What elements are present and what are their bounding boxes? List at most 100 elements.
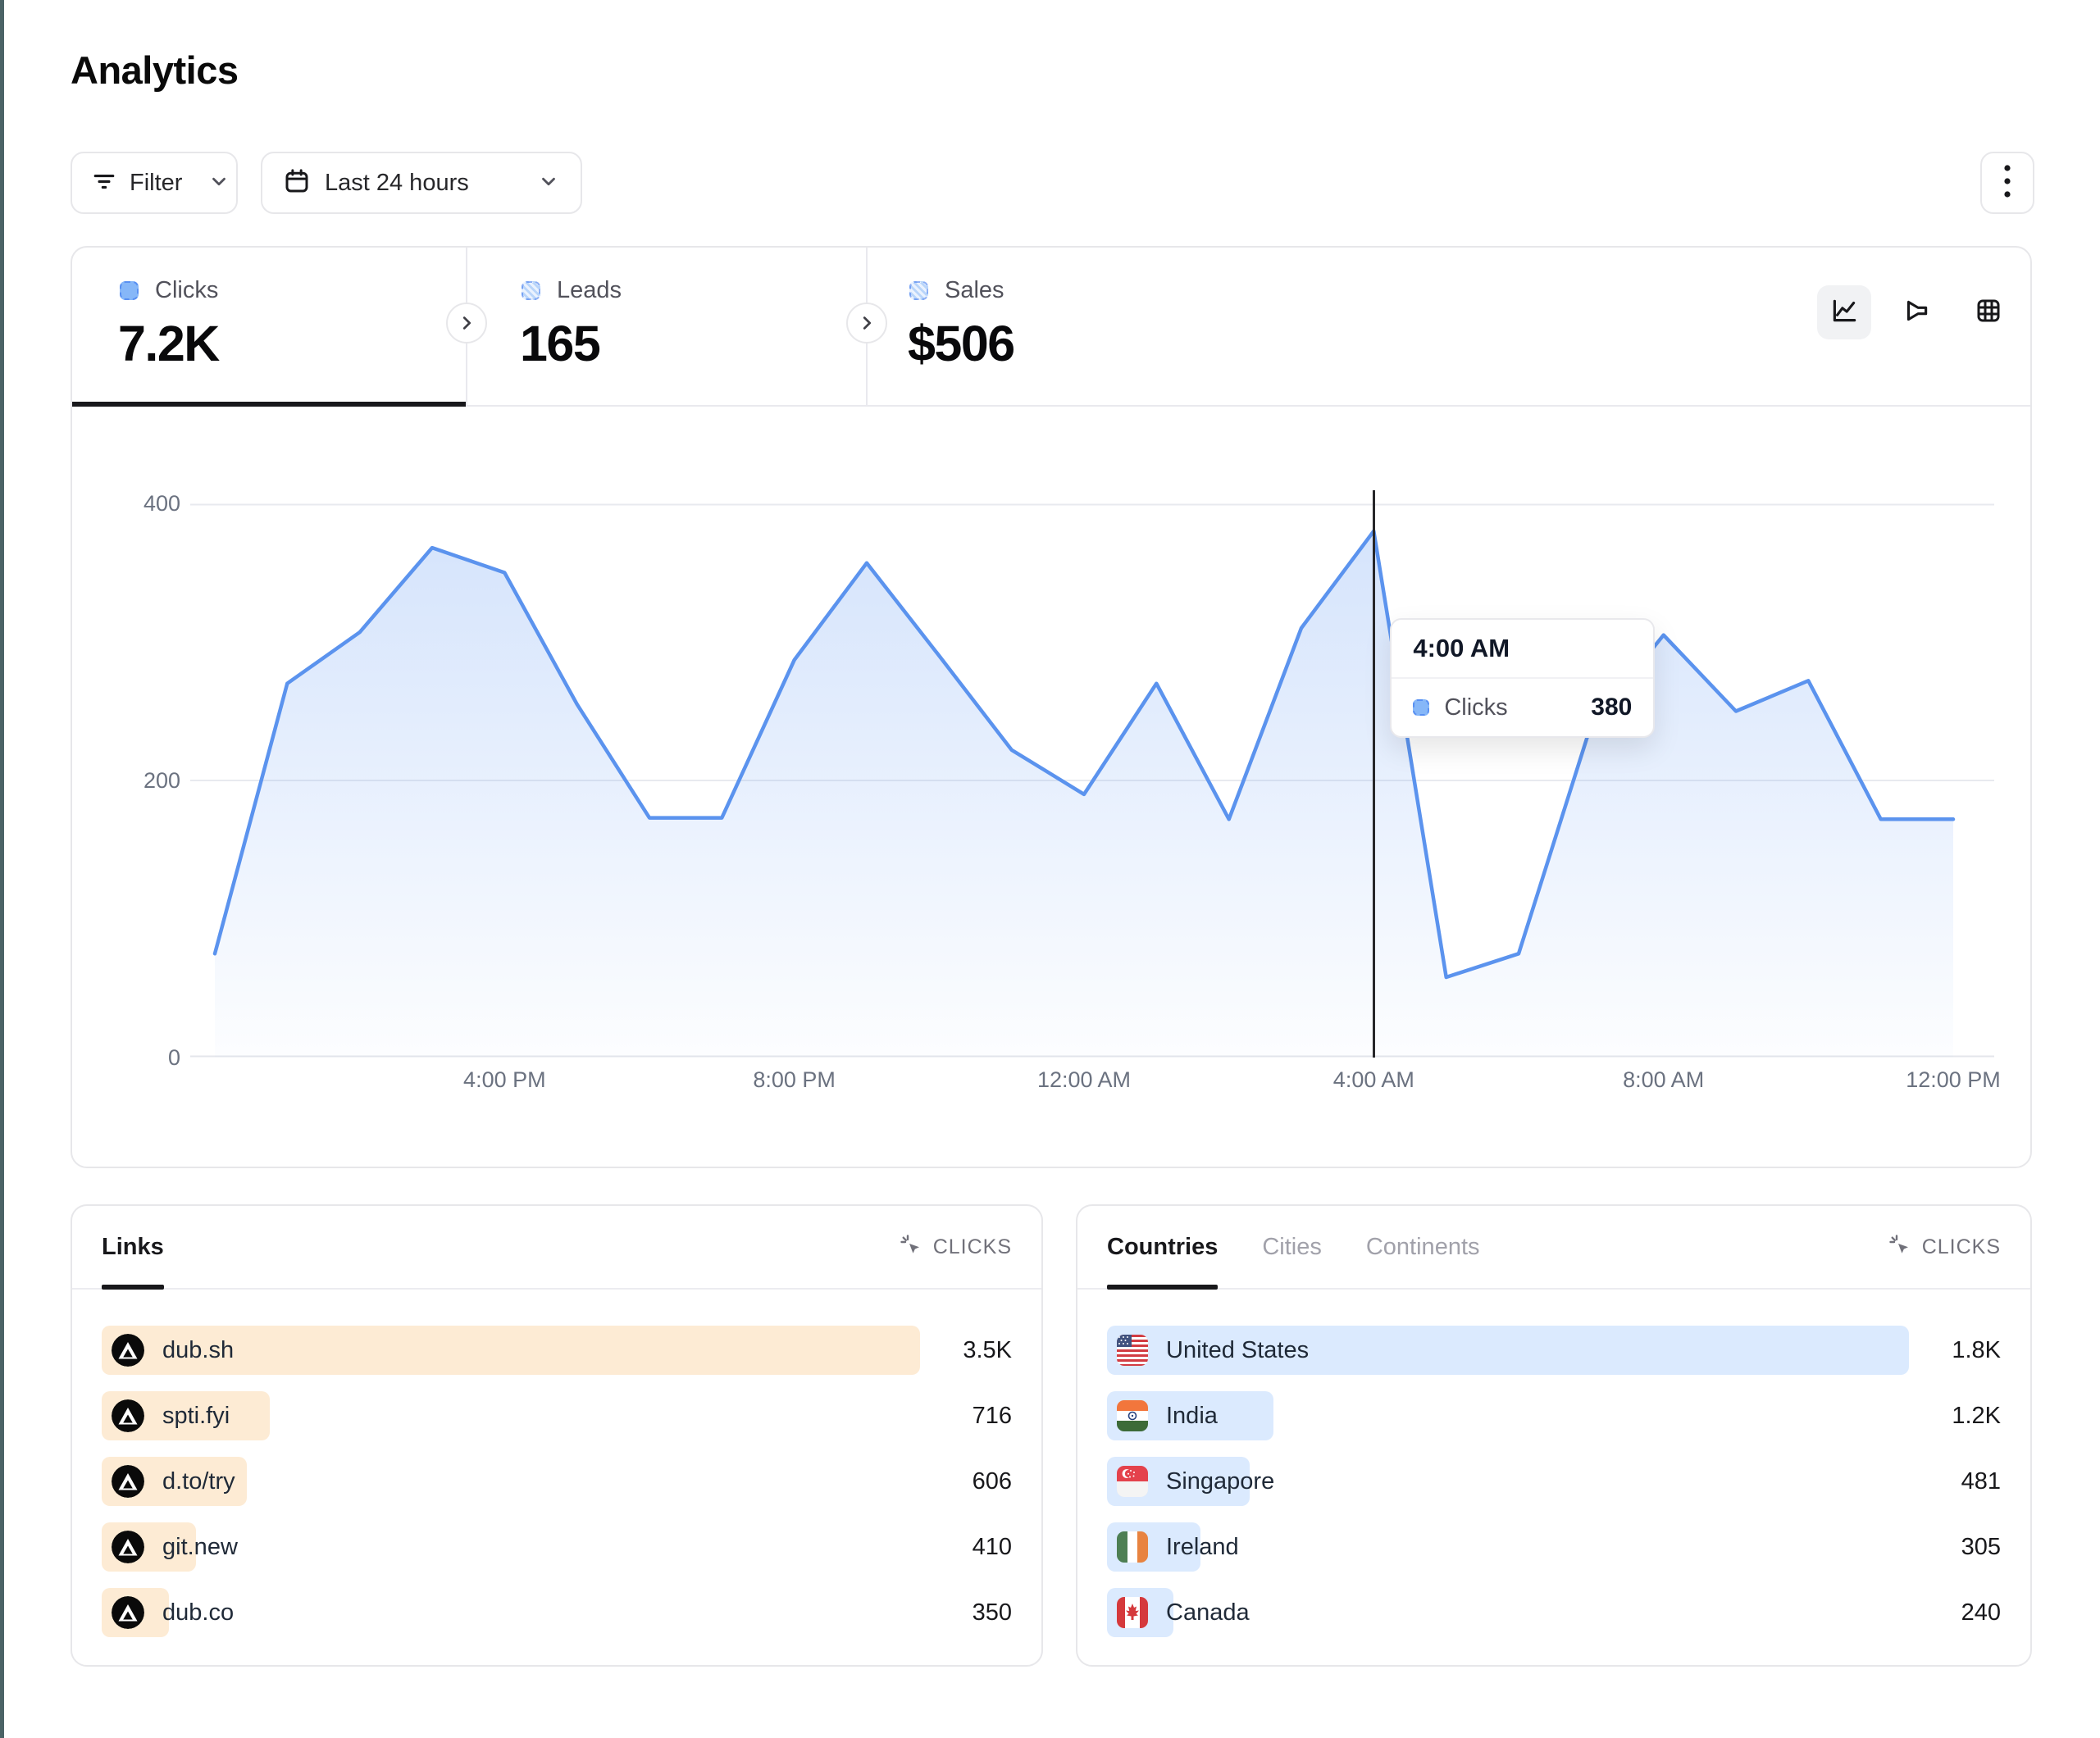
next-stat-button[interactable] xyxy=(446,303,487,344)
line-chart-view-button[interactable] xyxy=(1817,285,1871,339)
in-flag-icon xyxy=(1117,1400,1148,1431)
stat-value: 165 xyxy=(520,316,601,371)
row-content: spti.fyi xyxy=(112,1391,230,1440)
stat-tab-clicks[interactable]: Clicks 7.2K xyxy=(72,248,466,407)
row-label: Canada xyxy=(1166,1599,1250,1626)
row-label: git.new xyxy=(162,1533,238,1560)
more-options-button[interactable] xyxy=(1980,152,2034,214)
geo-panel: Countries Cities Continents CLICKS xyxy=(1076,1204,2032,1667)
row-bar xyxy=(102,1326,920,1375)
tab-label: Continents xyxy=(1365,1233,1480,1260)
link-favicon xyxy=(112,1596,144,1629)
row-bar-track: Ireland xyxy=(1107,1522,1909,1572)
funnel-view-button[interactable] xyxy=(1889,285,1943,339)
row-content: India xyxy=(1117,1391,1218,1440)
stat-label: Leads xyxy=(557,277,622,303)
clicks-legend-swatch xyxy=(1413,699,1430,716)
country-row[interactable]: Singapore 481 xyxy=(1107,1457,2001,1506)
geo-rows: United States 1.8K India 1.2K Singapore 481 Ir… xyxy=(1107,1326,2001,1654)
chart-view-switcher xyxy=(1817,285,2016,339)
x-axis-tick: 12:00 PM xyxy=(1906,1067,2001,1092)
stat-tab-sales[interactable]: Sales $506 xyxy=(868,248,1442,407)
link-row[interactable]: d.to/try 606 xyxy=(102,1457,1012,1506)
row-label: India xyxy=(1166,1402,1218,1429)
row-content: dub.sh xyxy=(112,1326,234,1375)
next-stat-button[interactable] xyxy=(846,303,887,344)
filter-icon xyxy=(92,169,116,198)
x-axis-tick: 8:00 AM xyxy=(1623,1067,1705,1092)
country-row[interactable]: India 1.2K xyxy=(1107,1391,2001,1440)
sg-flag-icon xyxy=(1117,1466,1148,1497)
row-value: 1.2K xyxy=(1952,1402,2001,1429)
stats-row: Clicks 7.2K Leads 165 Sales $506 xyxy=(72,248,2030,407)
page-title: Analytics xyxy=(71,48,239,92)
links-metric-selector[interactable]: CLICKS xyxy=(899,1206,1012,1288)
tab-continents[interactable]: Continents xyxy=(1366,1206,1480,1288)
link-favicon xyxy=(112,1465,144,1498)
row-value: 481 xyxy=(1961,1467,2001,1495)
row-bar-track: d.to/try xyxy=(102,1457,920,1506)
tab-cities[interactable]: Cities xyxy=(1262,1206,1322,1288)
cursor-click-icon xyxy=(899,1233,923,1262)
country-row[interactable]: Canada 240 xyxy=(1107,1588,2001,1637)
y-axis-tick: 400 xyxy=(143,491,180,516)
chart-crosshair xyxy=(1372,490,1375,1058)
date-range-button[interactable]: Last 24 hours xyxy=(261,152,582,214)
geo-metric-selector[interactable]: CLICKS xyxy=(1888,1206,2001,1288)
row-content: Canada xyxy=(1117,1588,1250,1637)
row-content: Ireland xyxy=(1117,1522,1239,1572)
table-view-button[interactable] xyxy=(1961,285,2016,339)
tooltip-row: Clicks 380 xyxy=(1392,679,1653,736)
table-grid-icon xyxy=(1974,296,2003,330)
metric-label: CLICKS xyxy=(1921,1235,2001,1258)
tooltip-time: 4:00 AM xyxy=(1392,620,1654,679)
link-row[interactable]: dub.co 350 xyxy=(102,1588,1012,1637)
clicks-area-chart[interactable] xyxy=(190,503,1994,1058)
filter-button[interactable]: Filter xyxy=(71,152,238,214)
tab-label: Cities xyxy=(1262,1233,1322,1260)
link-favicon xyxy=(112,1399,144,1432)
row-bar-track: git.new xyxy=(102,1522,920,1572)
stat-label: Sales xyxy=(945,277,1004,303)
chevron-down-icon xyxy=(208,171,230,196)
row-label: Singapore xyxy=(1166,1467,1275,1495)
geo-panel-header: Countries Cities Continents CLICKS xyxy=(1077,1206,2030,1290)
row-content: Singapore xyxy=(1117,1457,1274,1506)
row-bar-track: dub.co xyxy=(102,1588,920,1637)
row-content: dub.co xyxy=(112,1588,234,1637)
ca-flag-icon xyxy=(1117,1597,1148,1628)
analytics-card: Clicks 7.2K Leads 165 Sales $506 xyxy=(71,246,2032,1168)
stat-value: 7.2K xyxy=(118,316,220,371)
y-axis-tick: 0 xyxy=(167,1045,180,1070)
link-row[interactable]: git.new 410 xyxy=(102,1522,1012,1572)
row-bar-track: United States xyxy=(1107,1326,1909,1375)
row-value: 350 xyxy=(972,1599,1012,1626)
row-label: d.to/try xyxy=(162,1467,235,1495)
row-bar-track: dub.sh xyxy=(102,1326,920,1375)
tooltip-series-label: Clicks xyxy=(1444,694,1508,721)
row-value: 1.8K xyxy=(1952,1336,2001,1363)
row-value: 240 xyxy=(1961,1599,2001,1626)
metric-label: CLICKS xyxy=(932,1235,1012,1258)
row-label: United States xyxy=(1166,1336,1310,1363)
row-label: dub.sh xyxy=(162,1336,235,1363)
tab-links[interactable]: Links xyxy=(102,1206,164,1290)
tab-label: Links xyxy=(102,1233,164,1260)
row-bar-track: Canada xyxy=(1107,1588,1909,1637)
row-bar-track: Singapore xyxy=(1107,1457,1909,1506)
link-row[interactable]: dub.sh 3.5K xyxy=(102,1326,1012,1375)
country-row[interactable]: Ireland 305 xyxy=(1107,1522,2001,1572)
chart-tooltip: 4:00 AM Clicks 380 xyxy=(1390,618,1656,738)
link-favicon xyxy=(112,1334,144,1367)
x-axis-labels: 4:00 PM 8:00 PM 12:00 AM 4:00 AM 8:00 AM 12:0… xyxy=(190,1067,2001,1100)
x-axis-tick: 4:00 PM xyxy=(463,1067,546,1092)
link-row[interactable]: spti.fyi 716 xyxy=(102,1391,1012,1440)
clicks-legend-swatch xyxy=(120,281,139,300)
country-row[interactable]: United States 1.8K xyxy=(1107,1326,2001,1375)
kebab-menu-icon xyxy=(1995,162,2020,204)
row-value: 606 xyxy=(972,1467,1012,1495)
tab-countries[interactable]: Countries xyxy=(1107,1206,1219,1290)
stat-tab-leads[interactable]: Leads 165 xyxy=(467,248,866,407)
x-axis-tick: 12:00 AM xyxy=(1036,1067,1132,1092)
